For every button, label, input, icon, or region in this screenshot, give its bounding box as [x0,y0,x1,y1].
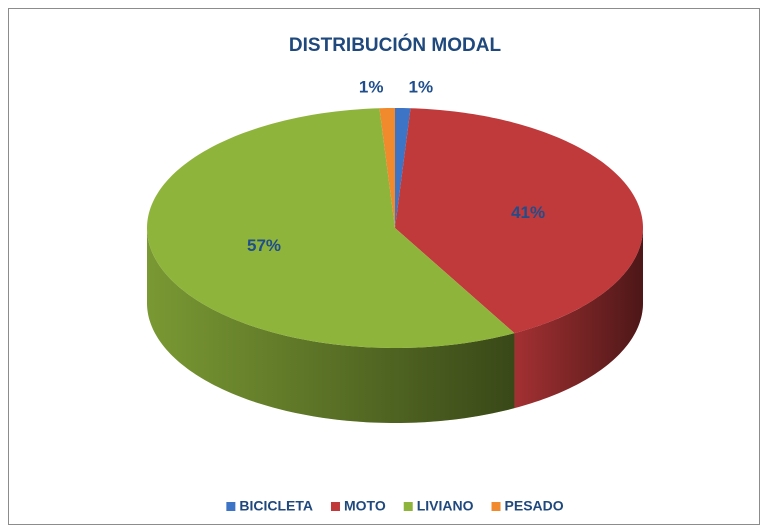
slice [395,108,411,228]
chart-title: DISTRIBUCIÓN MODAL [289,34,502,56]
data-label: 41% [511,203,545,222]
legend-swatch [491,502,501,511]
slice [395,108,643,334]
legend-label: LIVIANO [417,498,474,514]
legend: BICICLETA MOTO LIVIANO PESADO [226,498,564,514]
legend-label: BICICLETA [239,498,313,514]
data-label: 1% [359,78,384,97]
slice [379,108,395,228]
legend-label: MOTO [344,498,386,514]
data-label: 1% [409,78,434,97]
slice-side-shade [514,228,643,409]
data-label: 57% [247,236,281,255]
slice [147,108,515,349]
legend-swatch [226,502,236,511]
slice-side-shade [147,228,515,423]
legend-swatch [330,502,340,511]
legend-swatch [403,502,413,511]
legend-label: PESADO [505,498,564,514]
